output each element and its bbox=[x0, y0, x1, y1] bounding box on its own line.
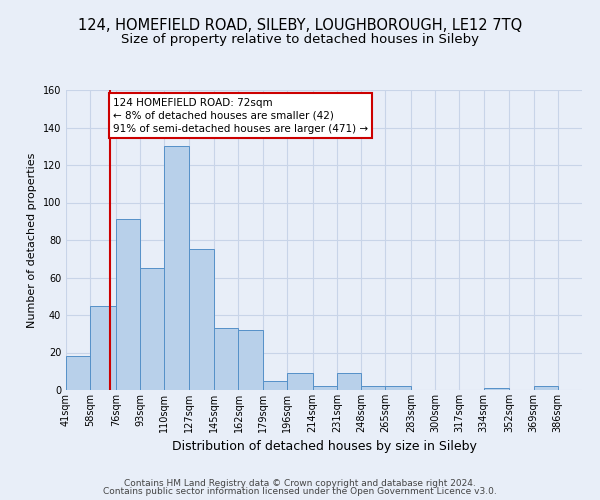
Bar bbox=[533, 386, 558, 390]
Bar bbox=[361, 386, 385, 390]
X-axis label: Distribution of detached houses by size in Sileby: Distribution of detached houses by size … bbox=[172, 440, 476, 454]
Text: 124 HOMEFIELD ROAD: 72sqm
← 8% of detached houses are smaller (42)
91% of semi-d: 124 HOMEFIELD ROAD: 72sqm ← 8% of detach… bbox=[113, 98, 368, 134]
Bar bbox=[90, 306, 116, 390]
Bar bbox=[116, 220, 140, 390]
Bar bbox=[66, 356, 90, 390]
Y-axis label: Number of detached properties: Number of detached properties bbox=[27, 152, 37, 328]
Bar bbox=[484, 388, 509, 390]
Bar bbox=[385, 386, 411, 390]
Bar bbox=[287, 373, 313, 390]
Bar bbox=[214, 328, 238, 390]
Text: Contains HM Land Registry data © Crown copyright and database right 2024.: Contains HM Land Registry data © Crown c… bbox=[124, 478, 476, 488]
Bar bbox=[313, 386, 337, 390]
Text: Size of property relative to detached houses in Sileby: Size of property relative to detached ho… bbox=[121, 32, 479, 46]
Text: Contains public sector information licensed under the Open Government Licence v3: Contains public sector information licen… bbox=[103, 487, 497, 496]
Bar bbox=[188, 250, 214, 390]
Text: 124, HOMEFIELD ROAD, SILEBY, LOUGHBOROUGH, LE12 7TQ: 124, HOMEFIELD ROAD, SILEBY, LOUGHBOROUG… bbox=[78, 18, 522, 32]
Bar bbox=[337, 373, 361, 390]
Bar bbox=[164, 146, 188, 390]
Bar bbox=[238, 330, 263, 390]
Bar bbox=[263, 380, 287, 390]
Bar bbox=[140, 268, 164, 390]
